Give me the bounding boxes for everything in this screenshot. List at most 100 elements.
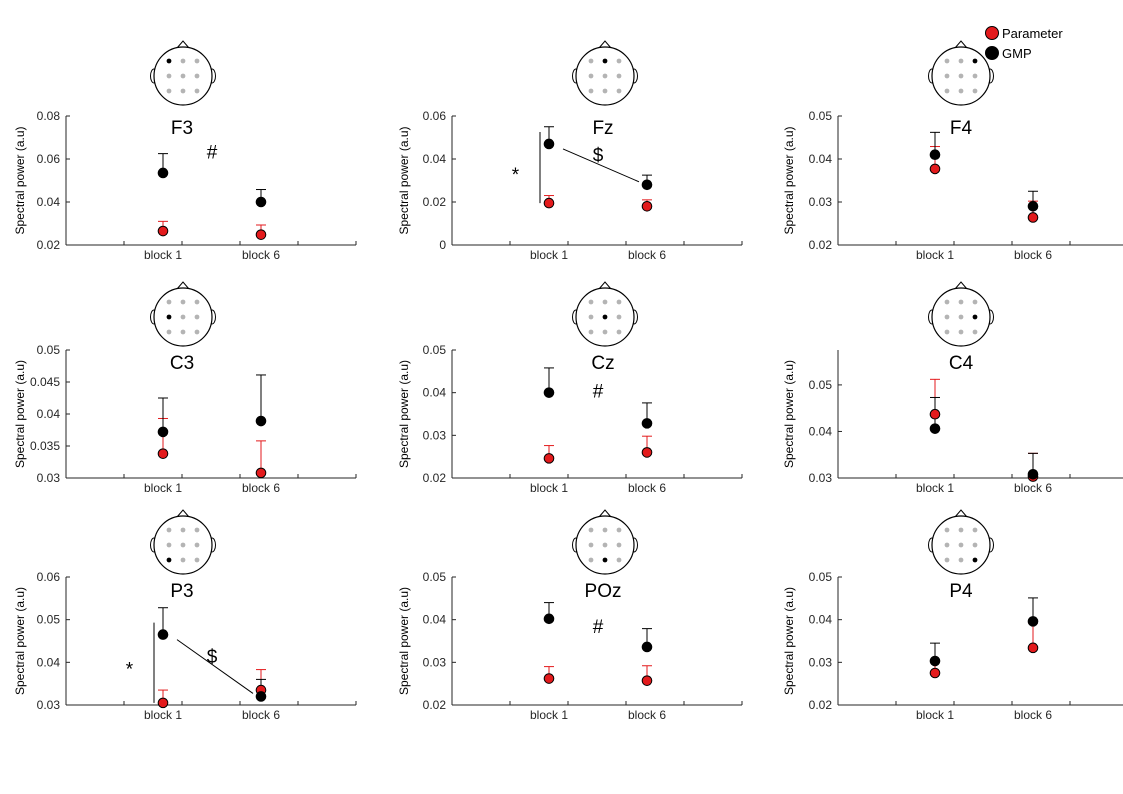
gmp-point: [641, 418, 653, 429]
electrode-active: [166, 58, 172, 64]
x-tick-label: block 6: [628, 481, 666, 495]
electrode-dot: [194, 299, 200, 305]
chart-panel-cz: 0.02 0.03 0.04 0.05 block 1 block 6 Spectral p…: [397, 281, 743, 495]
y-tick-label: 0.06: [37, 152, 61, 166]
y-tick-label: 0.03: [423, 655, 447, 669]
electrode-dot: [944, 314, 950, 320]
electrode-dot: [588, 73, 594, 79]
y-tick-label: 0.05: [809, 109, 833, 123]
x-tick-label: block 6: [242, 248, 280, 262]
electrode-active: [602, 58, 608, 64]
electrode-dot: [194, 557, 200, 563]
electrode-dot: [180, 527, 186, 533]
nose-icon: [598, 509, 612, 518]
legend: Parameter GMP: [985, 26, 1063, 61]
nose-icon: [954, 281, 968, 290]
parameter-point: [929, 408, 941, 420]
y-tick-label: 0.06: [37, 570, 61, 584]
electrode-dot: [944, 542, 950, 548]
chart-title: P4: [949, 581, 973, 602]
electrode-dot: [972, 527, 978, 533]
electrode-dot: [602, 88, 608, 94]
electrode-dot: [194, 314, 200, 320]
electrode-dot: [958, 542, 964, 548]
chart-panel-c3: 0.03 0.035 0.04 0.045 0.05 block 1 block 6 Spec…: [13, 281, 357, 495]
electrode-dot: [588, 557, 594, 563]
y-tick-label: 0.06: [423, 109, 447, 123]
electrode-head-icon: [928, 281, 994, 347]
electrode-dot: [588, 88, 594, 94]
electrode-dot: [602, 527, 608, 533]
x-tick-label: block 6: [242, 708, 280, 722]
electrode-dot: [616, 299, 622, 305]
y-axis-label: Spectral power (a.u): [782, 360, 796, 468]
electrode-dot: [616, 88, 622, 94]
chart-title: POz: [585, 581, 622, 602]
x-tick-label: block 1: [916, 481, 954, 495]
gmp-point: [929, 423, 941, 434]
nose-icon: [954, 509, 968, 518]
y-tick-label: 0.03: [37, 471, 61, 485]
electrode-dot: [166, 299, 172, 305]
x-tick-label: block 1: [916, 248, 954, 262]
electrode-dot: [944, 58, 950, 64]
y-tick-label: 0.04: [423, 152, 447, 166]
nose-icon: [176, 509, 190, 518]
significance-marker: $: [593, 146, 604, 167]
gmp-point: [543, 138, 555, 150]
electrode-head-icon: [928, 40, 994, 106]
x-tick-label: block 6: [242, 481, 280, 495]
legend-marker-gmp: [985, 46, 999, 60]
electrode-dot: [944, 527, 950, 533]
electrode-active: [166, 314, 172, 320]
gmp-point: [543, 387, 555, 398]
electrode-dot: [958, 557, 964, 563]
electrode-dot: [944, 557, 950, 563]
parameter-point: [157, 225, 169, 237]
chart-title: P3: [170, 581, 193, 602]
y-tick-label: 0.04: [809, 152, 833, 166]
electrode-dot: [944, 73, 950, 79]
y-tick-label: 0.05: [423, 570, 447, 584]
legend-label-parameter: Parameter: [1002, 26, 1063, 41]
electrode-dot: [972, 542, 978, 548]
chart-panel-p4: 0.02 0.03 0.04 0.05 block 1 block 6 Spectral p…: [782, 509, 1123, 722]
panel-grid: 0.02 0.04 0.06 0.08 block 1 block 6 Spectral p…: [13, 40, 1123, 722]
electrode-dot: [194, 542, 200, 548]
electrode-dot: [194, 329, 200, 335]
electrode-dot: [180, 329, 186, 335]
parameter-point: [641, 675, 653, 686]
y-axis-label: Spectral power (a.u): [13, 587, 27, 695]
y-axis-label: Spectral power (a.u): [397, 587, 411, 695]
x-tick-label: block 6: [1014, 708, 1052, 722]
electrode-active: [166, 557, 172, 563]
electrode-dot: [180, 542, 186, 548]
parameter-point: [1027, 212, 1039, 223]
y-tick-label: 0.04: [809, 424, 833, 438]
electrode-dot: [972, 88, 978, 94]
significance-marker: *: [126, 660, 134, 681]
y-axis-label: Spectral power (a.u): [397, 126, 411, 234]
nose-icon: [598, 281, 612, 290]
chart-title: C3: [170, 353, 194, 374]
chart-panel-c4: 0.03 0.04 0.05 block 1 block 6 Spectral power…: [782, 281, 1123, 495]
electrode-head-icon: [572, 509, 638, 575]
y-tick-label: 0.02: [37, 238, 61, 252]
chart-panel-f3: 0.02 0.04 0.06 0.08 block 1 block 6 Spectral p…: [13, 40, 357, 262]
gmp-point: [929, 655, 941, 667]
electrode-active: [602, 557, 608, 563]
electrode-active: [972, 58, 978, 64]
electrode-dot: [602, 542, 608, 548]
y-tick-label: 0.03: [37, 698, 61, 712]
electrode-dot: [180, 88, 186, 94]
parameter-point: [543, 453, 555, 464]
electrode-dot: [958, 73, 964, 79]
electrode-dot: [616, 314, 622, 320]
electrode-head-icon: [928, 509, 994, 575]
electrode-dot: [588, 299, 594, 305]
nose-icon: [176, 281, 190, 290]
electrode-head-icon: [572, 40, 638, 106]
electrode-dot: [616, 329, 622, 335]
gmp-point: [543, 613, 555, 625]
electrode-dot: [616, 557, 622, 563]
